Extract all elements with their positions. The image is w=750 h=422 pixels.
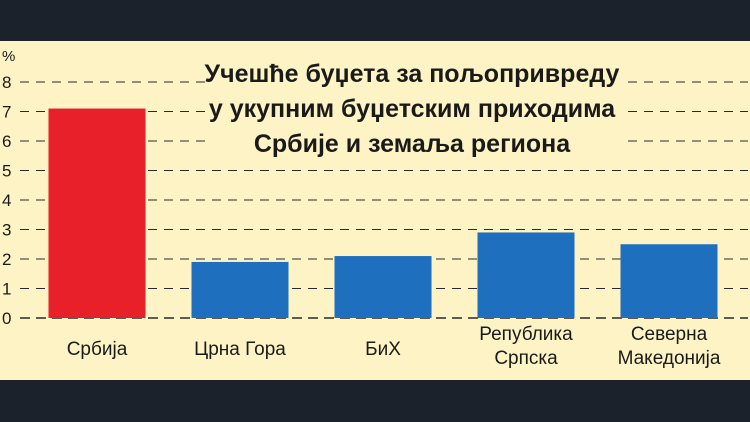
y-tick-label: 3	[2, 221, 11, 240]
category-labels: Србија Црна Гора БиХ Република Српска Северна…	[67, 324, 721, 369]
y-tick-label: 8	[2, 73, 11, 92]
title-line: у укупним буџетским приходима	[209, 95, 616, 123]
y-tick-label: 4	[2, 191, 11, 210]
y-tick-labels: 0 1 2 3 4 5 6 7 8	[2, 73, 11, 328]
y-tick-label: 6	[2, 132, 11, 151]
bar	[620, 244, 718, 318]
y-tick-label: 7	[2, 103, 11, 122]
bar	[334, 256, 432, 318]
y-tick-label: 0	[2, 309, 11, 328]
y-unit-label: %	[2, 48, 15, 65]
title-line: Србије и земаља региона	[254, 130, 571, 158]
title-line: Учешће буџета за пољопривреду	[205, 60, 620, 88]
category-label: БиХ	[365, 339, 401, 360]
category-label: Црна Гора	[194, 339, 286, 360]
y-tick-label: 1	[2, 280, 11, 299]
category-label: Македонија	[618, 348, 721, 369]
category-label: Северна	[631, 324, 708, 345]
category-label: Србија	[67, 339, 128, 360]
bar	[48, 108, 146, 318]
category-label: Српска	[494, 348, 558, 369]
y-tick-label: 2	[2, 250, 11, 269]
category-label: Република	[479, 324, 573, 345]
chart-title: Учешће буџета за пољопривреду у укупним б…	[205, 60, 620, 158]
title-background	[205, 53, 625, 159]
bar	[191, 261, 289, 318]
bar	[477, 232, 575, 318]
y-tick-label: 5	[2, 162, 11, 181]
bars	[48, 108, 718, 318]
